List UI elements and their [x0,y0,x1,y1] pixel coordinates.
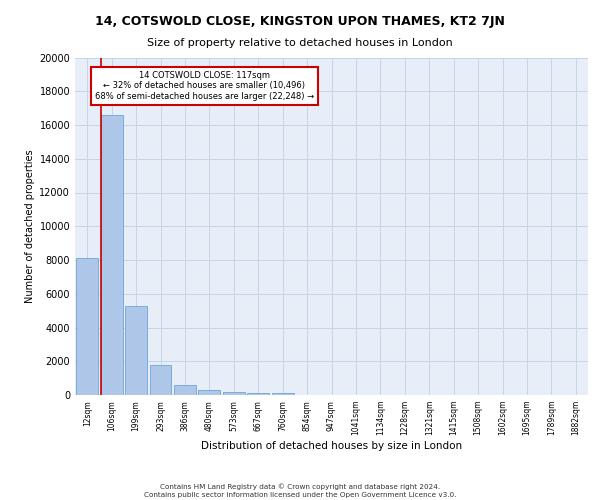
Text: Contains HM Land Registry data © Crown copyright and database right 2024.
Contai: Contains HM Land Registry data © Crown c… [144,484,456,498]
Bar [125,306,147,395]
X-axis label: Distribution of detached houses by size in London: Distribution of detached houses by size … [201,441,462,451]
Text: Size of property relative to detached houses in London: Size of property relative to detached ho… [147,38,453,48]
Text: 14, COTSWOLD CLOSE, KINGSTON UPON THAMES, KT2 7JN: 14, COTSWOLD CLOSE, KINGSTON UPON THAMES… [95,15,505,28]
Bar [76,258,98,395]
Bar [247,393,269,395]
Bar [174,385,196,395]
Text: 14 COTSWOLD CLOSE: 117sqm
← 32% of detached houses are smaller (10,496)
68% of s: 14 COTSWOLD CLOSE: 117sqm ← 32% of detac… [95,71,314,101]
Bar [149,366,172,395]
Bar [223,392,245,395]
Bar [272,394,293,395]
Bar [101,115,122,395]
Bar [199,390,220,395]
Y-axis label: Number of detached properties: Number of detached properties [25,150,35,303]
